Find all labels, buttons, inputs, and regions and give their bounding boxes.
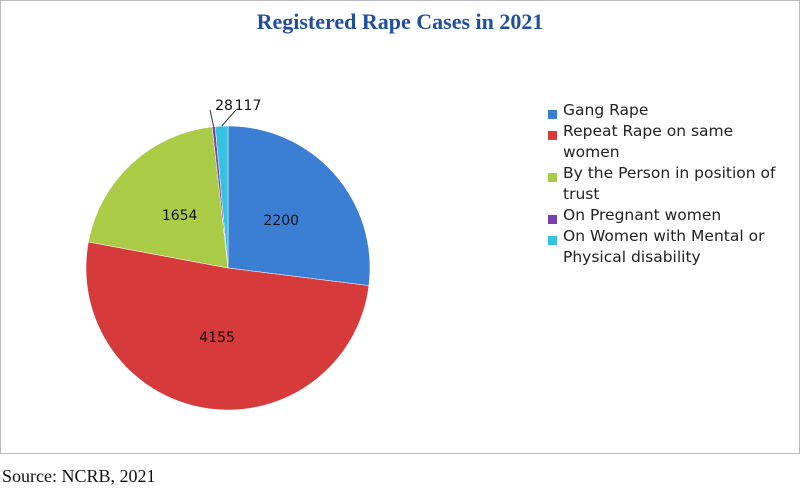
legend-label: By the Person in position of trust bbox=[563, 164, 776, 203]
legend-swatch bbox=[548, 173, 557, 182]
pie-slice bbox=[214, 125, 229, 269]
source: Source: NCRB, 2021 bbox=[2, 466, 156, 486]
legend: Gang Rape Repeat Rape on same women By the… bbox=[548, 100, 788, 268]
legend-label: Gang Rape bbox=[563, 101, 649, 119]
pie-slice bbox=[85, 241, 370, 411]
data-label: 2200 bbox=[263, 213, 299, 229]
legend-item: On Women with Mental or Physical disabil… bbox=[548, 226, 788, 268]
legend-label: On Women with Mental or Physical disabil… bbox=[563, 227, 765, 266]
pie-slice bbox=[227, 125, 371, 286]
legend-label: On Pregnant women bbox=[563, 206, 722, 224]
leader-line bbox=[221, 109, 237, 127]
legend-item: Gang Rape bbox=[548, 100, 788, 121]
legend-swatch bbox=[548, 131, 557, 140]
legend-label: Repeat Rape on same women bbox=[563, 122, 734, 161]
data-label: 4155 bbox=[199, 330, 235, 346]
data-label: 1654 bbox=[162, 208, 198, 224]
data-label: 28 bbox=[215, 98, 233, 114]
legend-swatch bbox=[548, 110, 557, 119]
leader-line bbox=[209, 109, 215, 127]
legend-swatch bbox=[548, 236, 557, 245]
legend-swatch bbox=[548, 215, 557, 224]
chart: Registered Rape Cases in 2021 2200 4155 16… bbox=[85, 9, 544, 411]
pie-slice bbox=[88, 126, 229, 269]
legend-item: On Pregnant women bbox=[548, 205, 788, 226]
legend-item: Repeat Rape on same women bbox=[548, 121, 788, 163]
data-label: 117 bbox=[235, 98, 262, 114]
legend-item: By the Person in position of trust bbox=[548, 163, 788, 205]
chart-title: Registered Rape Cases in 2021 bbox=[257, 9, 544, 34]
